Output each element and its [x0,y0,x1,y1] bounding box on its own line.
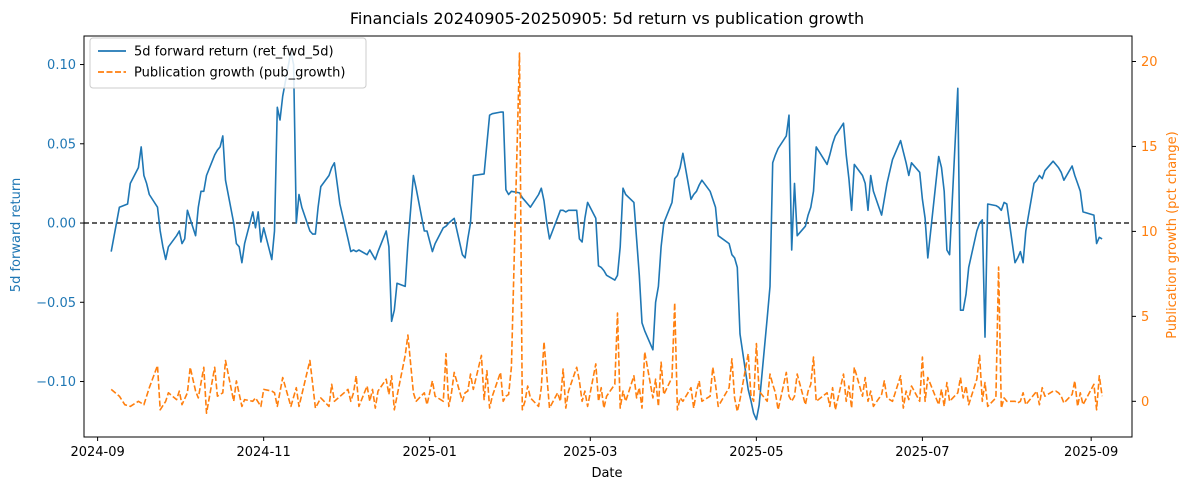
y-left-tick-label: 0.05 [47,137,76,152]
plot-frame [83,35,1133,438]
legend-box [89,37,367,89]
y-left-tick-label: 0.10 [47,58,76,73]
y-axis-right-title: Publication growth (pct change) [1165,131,1180,338]
y-right-tick-label: 20 [1141,55,1158,70]
x-tick-label: 2025-01 [403,445,457,460]
x-tick-label: 2025-03 [563,445,617,460]
y-left-tick-label: 0.00 [47,217,76,232]
y-right-tick-label: 10 [1141,225,1158,240]
series-line-ret-fwd-5d [110,51,1103,421]
x-tick-label: 2025-05 [729,445,783,460]
y-left-tick-label: −0.05 [36,296,76,311]
x-axis-title: Date [591,466,622,481]
y-right-tick-label: 15 [1141,140,1158,155]
legend: 5d forward return (ret_fwd_5d) Publicatio… [89,37,367,89]
legend-label-pub-growth: Publication growth (pub_growth) [134,66,345,81]
axes: 2024-09 2024-11 2025-01 2025-03 2025-05 2025-… [36,35,1158,460]
x-tick-label: 2024-09 [70,445,124,460]
x-tick-label: 2025-09 [1064,445,1118,460]
chart-title: Financials 20240905-20250905: 5d return … [350,9,864,28]
y-left-tick-label: −0.10 [36,375,76,390]
y-right-tick-label: 5 [1141,310,1149,325]
legend-label-ret-fwd-5d: 5d forward return (ret_fwd_5d) [134,45,334,60]
series-line-pub-growth [110,52,1103,414]
plot-area [84,51,1132,421]
y-right-tick-label: 0 [1141,395,1149,410]
x-tick-label: 2025-07 [895,445,949,460]
x-tick-label: 2024-11 [236,445,290,460]
y-axis-left-title: 5d forward return [9,178,24,292]
